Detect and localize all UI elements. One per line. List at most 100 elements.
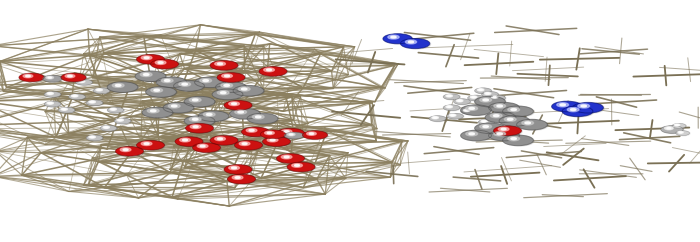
Circle shape — [469, 96, 485, 101]
Circle shape — [19, 73, 44, 82]
Circle shape — [287, 162, 315, 172]
Circle shape — [286, 133, 304, 139]
Circle shape — [475, 88, 491, 94]
Circle shape — [408, 41, 414, 43]
Circle shape — [489, 95, 505, 101]
Circle shape — [217, 73, 245, 82]
Circle shape — [135, 71, 166, 82]
Circle shape — [244, 128, 270, 137]
Circle shape — [216, 82, 246, 92]
Circle shape — [177, 137, 204, 147]
Circle shape — [444, 94, 461, 100]
Circle shape — [218, 138, 223, 140]
Circle shape — [265, 137, 291, 147]
Circle shape — [564, 107, 594, 117]
Circle shape — [288, 133, 295, 136]
Circle shape — [89, 101, 95, 103]
Circle shape — [195, 77, 225, 88]
Circle shape — [503, 106, 533, 117]
Circle shape — [281, 155, 292, 159]
Circle shape — [178, 82, 190, 86]
Circle shape — [241, 88, 247, 90]
Circle shape — [475, 96, 505, 107]
Circle shape — [150, 88, 162, 92]
Circle shape — [44, 101, 61, 107]
Circle shape — [405, 40, 416, 44]
Circle shape — [200, 145, 205, 147]
Circle shape — [247, 113, 278, 124]
Circle shape — [455, 99, 471, 105]
Circle shape — [107, 82, 138, 92]
Circle shape — [118, 147, 144, 156]
Circle shape — [447, 106, 451, 107]
Circle shape — [383, 34, 412, 44]
Circle shape — [479, 89, 482, 90]
Circle shape — [443, 94, 460, 100]
Circle shape — [246, 129, 257, 132]
Circle shape — [189, 98, 201, 102]
Circle shape — [116, 119, 132, 124]
Circle shape — [575, 103, 604, 113]
Circle shape — [446, 95, 452, 97]
Circle shape — [491, 103, 520, 113]
Circle shape — [70, 94, 86, 100]
Circle shape — [472, 97, 475, 98]
Circle shape — [490, 96, 506, 101]
Circle shape — [469, 107, 475, 109]
Circle shape — [158, 78, 188, 88]
Circle shape — [284, 156, 289, 158]
Circle shape — [504, 117, 516, 121]
Circle shape — [276, 154, 304, 163]
Circle shape — [109, 83, 139, 93]
Circle shape — [443, 105, 460, 111]
Circle shape — [203, 80, 209, 82]
Circle shape — [43, 75, 62, 82]
Circle shape — [676, 131, 690, 136]
Circle shape — [501, 128, 506, 130]
Circle shape — [517, 119, 547, 130]
Circle shape — [307, 132, 316, 135]
Circle shape — [189, 117, 201, 121]
Circle shape — [198, 111, 229, 121]
Circle shape — [262, 137, 290, 146]
Circle shape — [466, 132, 477, 136]
Circle shape — [210, 60, 238, 70]
Circle shape — [93, 88, 110, 94]
Circle shape — [238, 111, 244, 113]
Circle shape — [218, 63, 223, 65]
Circle shape — [210, 136, 238, 145]
Circle shape — [493, 97, 496, 98]
Circle shape — [267, 138, 278, 142]
Circle shape — [496, 127, 522, 136]
Circle shape — [466, 106, 477, 110]
Circle shape — [88, 100, 104, 106]
Circle shape — [224, 165, 252, 174]
Circle shape — [61, 73, 86, 82]
Circle shape — [461, 105, 491, 115]
Circle shape — [97, 89, 101, 90]
Circle shape — [279, 154, 305, 164]
Circle shape — [58, 107, 75, 113]
Circle shape — [226, 101, 253, 110]
Circle shape — [136, 140, 164, 150]
Circle shape — [94, 88, 111, 94]
Circle shape — [136, 54, 164, 64]
Circle shape — [265, 131, 274, 135]
Circle shape — [454, 99, 470, 105]
Circle shape — [562, 106, 593, 117]
Circle shape — [249, 129, 254, 131]
Circle shape — [433, 117, 437, 118]
Circle shape — [235, 86, 265, 96]
Circle shape — [241, 127, 270, 137]
Circle shape — [469, 133, 475, 135]
Circle shape — [100, 125, 117, 131]
Circle shape — [477, 89, 484, 91]
Circle shape — [180, 138, 190, 142]
Circle shape — [503, 135, 533, 146]
Circle shape — [23, 74, 33, 78]
Circle shape — [77, 80, 93, 85]
Circle shape — [661, 126, 683, 133]
Circle shape — [123, 149, 128, 151]
Circle shape — [465, 110, 468, 111]
Circle shape — [108, 108, 125, 113]
